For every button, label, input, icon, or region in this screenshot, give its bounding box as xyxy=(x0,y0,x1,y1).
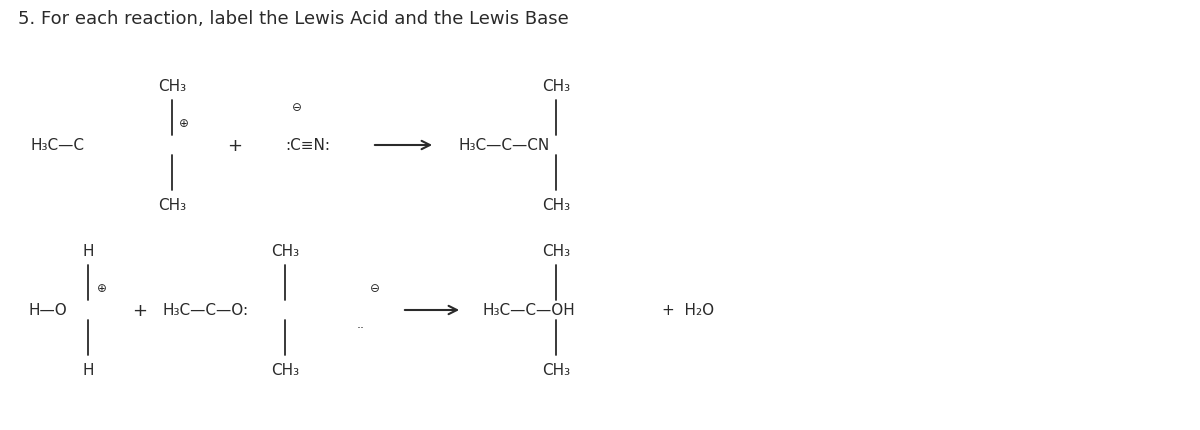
Text: H₃C—C—O:: H₃C—C—O: xyxy=(162,303,248,318)
Text: CH₃: CH₃ xyxy=(271,243,299,258)
Text: H: H xyxy=(83,243,94,258)
Text: CH₃: CH₃ xyxy=(542,362,570,377)
Text: ⊕: ⊕ xyxy=(97,282,107,295)
Text: +: + xyxy=(228,137,242,155)
Text: CH₃: CH₃ xyxy=(542,243,570,258)
Text: ⊖: ⊖ xyxy=(292,101,302,114)
Text: H₃C—C—OH: H₃C—C—OH xyxy=(482,303,575,318)
Text: 5. For each reaction, label the Lewis Acid and the Lewis Base: 5. For each reaction, label the Lewis Ac… xyxy=(18,10,569,28)
Text: CH₃: CH₃ xyxy=(158,197,186,212)
Text: ⊕: ⊕ xyxy=(179,117,188,130)
Text: H: H xyxy=(83,362,94,377)
Text: CH₃: CH₃ xyxy=(542,79,570,94)
Text: H₃C—C: H₃C—C xyxy=(30,138,84,153)
Text: CH₃: CH₃ xyxy=(158,79,186,94)
Text: +: + xyxy=(132,301,148,319)
Text: :C≡N:: :C≡N: xyxy=(286,138,330,153)
Text: H—O: H—O xyxy=(28,303,67,318)
Text: CH₃: CH₃ xyxy=(271,362,299,377)
Text: ··: ·· xyxy=(358,322,365,335)
Text: ⊖: ⊖ xyxy=(370,282,380,295)
Text: CH₃: CH₃ xyxy=(542,197,570,212)
Text: H₃C—C—CN: H₃C—C—CN xyxy=(458,138,550,153)
Text: +  H₂O: + H₂O xyxy=(662,303,714,318)
